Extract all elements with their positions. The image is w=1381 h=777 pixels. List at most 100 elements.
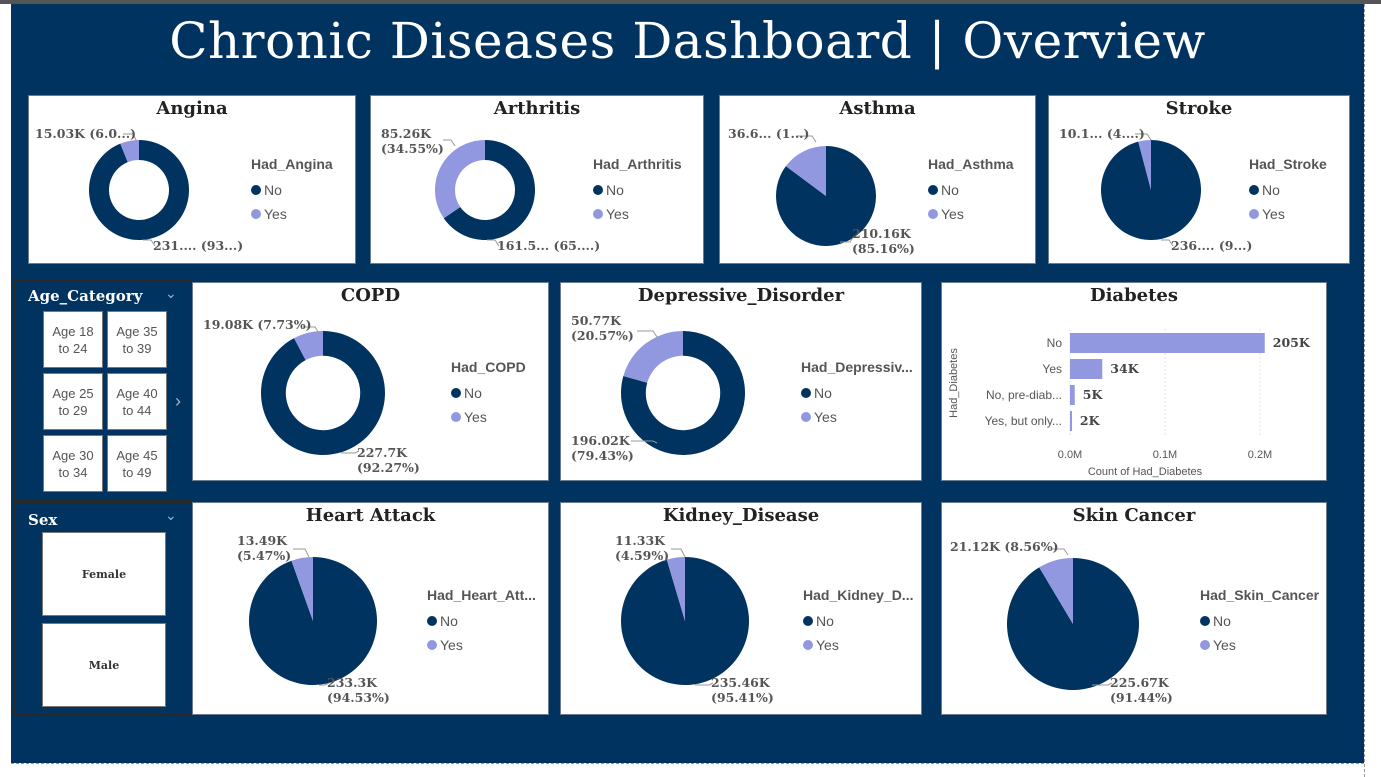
diabetes-y-axis-title: Had_Diabetes bbox=[948, 348, 960, 418]
copd-legend-item-yes[interactable]: Yes bbox=[451, 409, 526, 425]
arthritis-card[interactable]: Arthritis 85.26K (34.55%) 161.5... (65....)… bbox=[370, 95, 704, 264]
chevron-down-icon[interactable]: ⌄ bbox=[165, 507, 177, 523]
diabetes-value-label: 205K bbox=[1273, 335, 1311, 350]
legend-label: No bbox=[1262, 182, 1280, 198]
diabetes-bar[interactable] bbox=[1070, 385, 1075, 405]
asthma-legend-item-no[interactable]: No bbox=[928, 182, 1014, 198]
legend-dot-icon bbox=[451, 412, 461, 422]
diabetes-category-label: No bbox=[1047, 336, 1063, 350]
legend-label: No bbox=[1213, 613, 1231, 629]
age-option-label: Age 40 to 44 bbox=[116, 385, 158, 418]
heart-slice-yes[interactable] bbox=[291, 557, 313, 621]
stroke-legend-item-no[interactable]: No bbox=[1249, 182, 1327, 198]
angina-slice-yes[interactable] bbox=[120, 140, 139, 163]
sex-option-male[interactable]: Male bbox=[42, 623, 166, 707]
depressive-slice-yes[interactable] bbox=[623, 331, 683, 383]
depressive-legend-item-no[interactable]: No bbox=[801, 385, 913, 401]
skin-legend-item-yes[interactable]: Yes bbox=[1200, 637, 1319, 653]
skin-leader-yes bbox=[1052, 548, 1069, 556]
legend-label: Yes bbox=[814, 409, 837, 425]
copd-legend-title: Had_COPD bbox=[451, 359, 526, 375]
depressive-pie-chart: 50.77K(20.57%) 196.02K(79.43%) bbox=[571, 313, 745, 463]
arthritis-legend-item-yes[interactable]: Yes bbox=[593, 206, 682, 222]
age-category-slicer-title: Age_Category bbox=[28, 287, 143, 305]
legend-label: Yes bbox=[440, 637, 463, 653]
kidney-slice-yes[interactable] bbox=[666, 557, 685, 621]
angina-legend-item-yes[interactable]: Yes bbox=[251, 206, 333, 222]
arthritis-slice-yes[interactable] bbox=[435, 140, 485, 219]
stroke-slice-yes[interactable] bbox=[1138, 140, 1151, 190]
angina-card[interactable]: Angina 15.03K (6.0...) 231.... (93...) Had_… bbox=[28, 95, 356, 264]
copd-leader-no bbox=[341, 450, 360, 454]
kidney-data-label-yes: (4.59%) bbox=[615, 548, 669, 563]
sex-option-female[interactable]: Female bbox=[42, 532, 166, 616]
age-option-tile[interactable]: Age 25 to 29 bbox=[43, 373, 103, 430]
age-option-tile[interactable]: Age 40 to 44 bbox=[107, 373, 167, 430]
heart-attack-card[interactable]: Heart Attack 13.49K (5.47%) 233.3K (94.53%) H… bbox=[192, 502, 549, 715]
legend-label: Yes bbox=[1213, 637, 1236, 653]
kidney-legend-item-no[interactable]: No bbox=[803, 613, 913, 629]
asthma-card[interactable]: Asthma 36.6... (1...) 210.16K (85.16%) Had_A… bbox=[719, 95, 1036, 264]
diabetes-card[interactable]: Diabetes 0.0M 0.1M 0.2M No 205K Yes 34K No, pre… bbox=[941, 282, 1327, 481]
diabetes-bar[interactable] bbox=[1070, 333, 1265, 353]
chevron-down-icon[interactable]: ⌄ bbox=[165, 285, 177, 301]
heart-legend-item-yes[interactable]: Yes bbox=[427, 637, 536, 653]
arthritis-legend-item-no[interactable]: No bbox=[593, 182, 682, 198]
legend-dot-icon bbox=[451, 388, 461, 398]
stroke-card[interactable]: Stroke 10.1... (4....) 236.... (9...) Had_S… bbox=[1048, 95, 1350, 264]
diabetes-category-label: Yes, but only... bbox=[985, 414, 1062, 428]
kidney-legend-title: Had_Kidney_D... bbox=[803, 587, 914, 603]
age-option-label: Age 45 to 49 bbox=[116, 447, 158, 480]
legend-dot-icon bbox=[593, 185, 603, 195]
diabetes-x-tick: 0.2M bbox=[1248, 449, 1272, 461]
kidney-disease-card[interactable]: Kidney_Disease 11.33K (4.59%) 235.46K (95.41… bbox=[560, 502, 922, 715]
chevron-right-icon[interactable]: › bbox=[175, 391, 181, 411]
legend-dot-icon bbox=[1249, 209, 1259, 219]
dashboard-title: Chronic Diseases Dashboard | Overview bbox=[169, 12, 1206, 70]
stroke-leader-no bbox=[1161, 239, 1174, 247]
heart-legend-item-no[interactable]: No bbox=[427, 613, 536, 629]
asthma-slice-yes[interactable] bbox=[785, 146, 826, 196]
age-option-tile[interactable]: Age 45 to 49 bbox=[107, 435, 167, 492]
heart-legend-title: Had_Heart_Att... bbox=[427, 587, 536, 603]
heart-data-label-yes: (5.47%) bbox=[237, 548, 291, 563]
age-option-tile[interactable]: Age 18 to 24 bbox=[43, 311, 103, 368]
skin-legend-item-no[interactable]: No bbox=[1200, 613, 1319, 629]
skin-data-label-no: 225.67K bbox=[1110, 675, 1170, 690]
kidney-legend-item-yes[interactable]: Yes bbox=[803, 637, 913, 653]
copd-legend-item-no[interactable]: No bbox=[451, 385, 526, 401]
diabetes-category-label: Yes bbox=[1042, 362, 1062, 376]
sex-slicer-title: Sex bbox=[28, 511, 58, 529]
copd-slice-yes[interactable] bbox=[294, 331, 323, 361]
legend-dot-icon bbox=[427, 616, 437, 626]
legend-dot-icon bbox=[1200, 640, 1210, 650]
copd-slice-no[interactable] bbox=[261, 331, 385, 455]
kidney-pie-chart: 11.33K(4.59%) 235.46K(95.41%) bbox=[615, 533, 774, 705]
angina-pie-chart: 15.03K (6.0...) 231.... (93...) bbox=[35, 126, 243, 253]
stroke-legend: Had_Stroke No Yes bbox=[1249, 156, 1327, 230]
skin-cancer-card[interactable]: Skin Cancer 21.12K (8.56%) 225.67K (91.44%)… bbox=[941, 502, 1327, 715]
asthma-pie-chart: 36.6... (1...) 210.16K(85.16%) bbox=[728, 126, 915, 256]
legend-dot-icon bbox=[928, 185, 938, 195]
stroke-legend-item-yes[interactable]: Yes bbox=[1249, 206, 1327, 222]
depressive-disorder-card[interactable]: Depressive_Disorder 50.77K (20.57%) 196.02K… bbox=[560, 282, 922, 481]
age-option-tile[interactable]: Age 35 to 39 bbox=[107, 311, 167, 368]
depressive-data-label-yes: 50.77K bbox=[571, 313, 622, 328]
diabetes-bar[interactable] bbox=[1070, 411, 1072, 431]
copd-card[interactable]: COPD 19.08K (7.73%) 227.7K (92.27%) Had_COPD… bbox=[192, 282, 549, 481]
asthma-legend-item-yes[interactable]: Yes bbox=[928, 206, 1014, 222]
angina-slice-no[interactable] bbox=[88, 140, 189, 240]
arthritis-slice-no[interactable] bbox=[443, 140, 535, 241]
depressive-slice-no[interactable] bbox=[621, 331, 745, 455]
asthma-leader-yes bbox=[796, 135, 817, 143]
stroke-data-label-no: 236.... (9...) bbox=[1171, 238, 1252, 253]
asthma-legend: Had_Asthma No Yes bbox=[928, 156, 1014, 230]
age-option-tile[interactable]: Age 30 to 34 bbox=[43, 435, 103, 492]
depressive-legend-item-yes[interactable]: Yes bbox=[801, 409, 913, 425]
angina-legend-item-no[interactable]: No bbox=[251, 182, 333, 198]
skin-slice-yes[interactable] bbox=[1039, 558, 1073, 624]
asthma-slice-no[interactable] bbox=[776, 146, 876, 247]
skin-leader-no bbox=[1092, 682, 1113, 686]
diabetes-bar[interactable] bbox=[1070, 359, 1103, 379]
heart-data-label-no: (94.53%) bbox=[327, 690, 390, 705]
